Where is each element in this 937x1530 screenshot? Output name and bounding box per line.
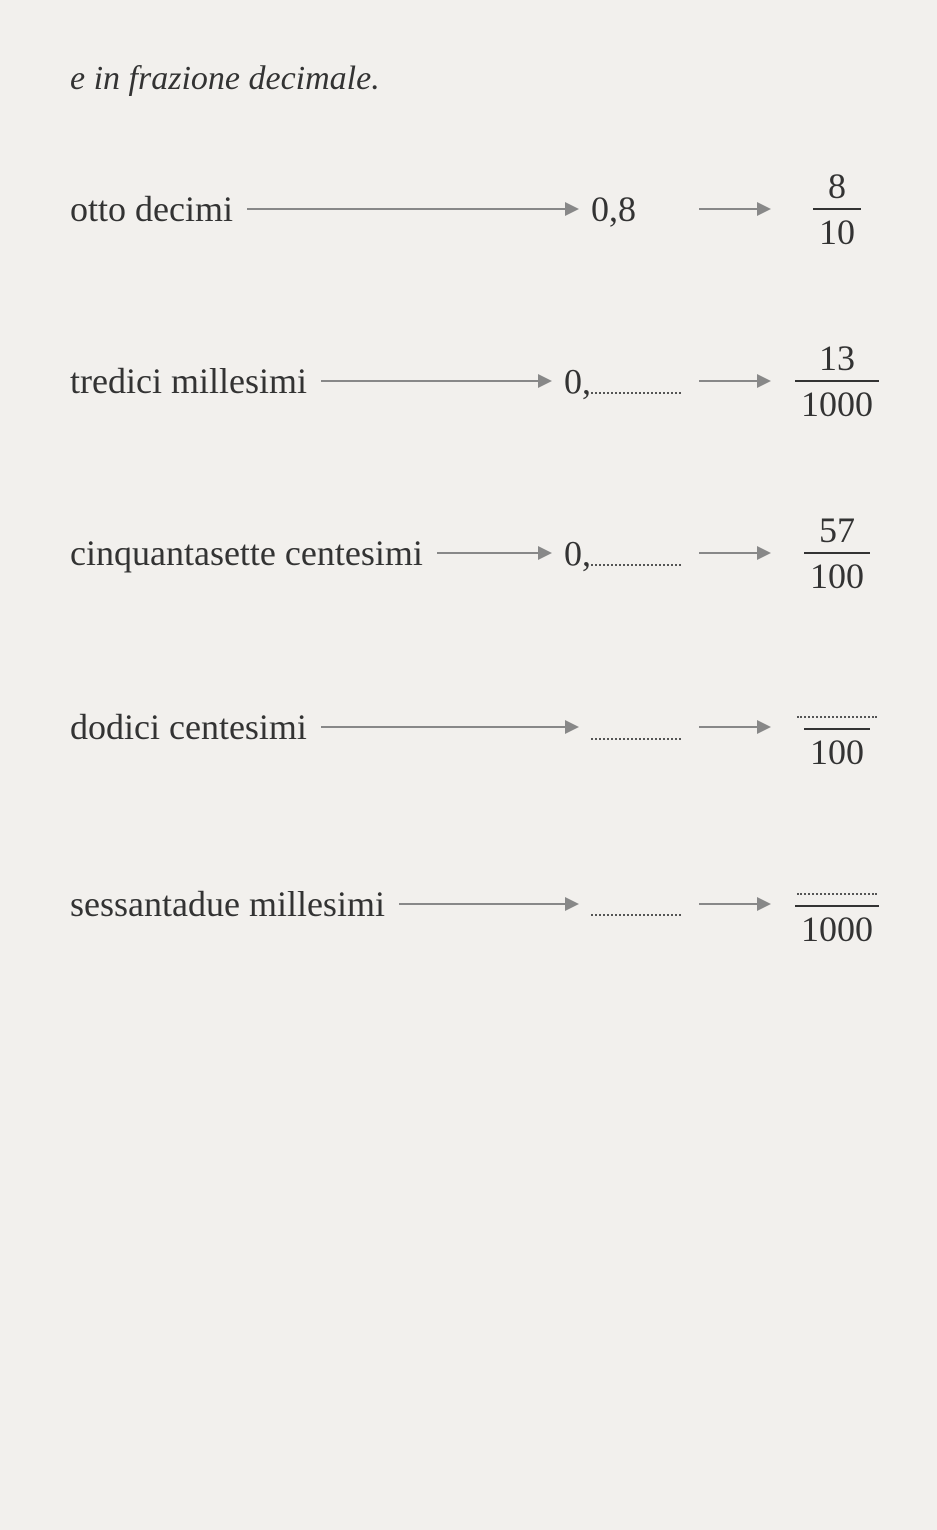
decimal-value: 0,8 (591, 188, 681, 230)
fraction-denominator: 1000 (795, 905, 879, 947)
fraction-denominator: 1000 (795, 380, 879, 422)
arrow-right-icon (321, 380, 550, 382)
number-word: cinquantasette centesimi (70, 532, 423, 574)
fraction: 810 (787, 168, 887, 250)
decimal-prefix: 0,8 (591, 189, 636, 229)
arrow-right-icon (437, 552, 550, 554)
fraction-numerator (791, 684, 883, 728)
arrow-right-icon (699, 208, 769, 210)
number-word: dodici centesimi (70, 706, 307, 748)
number-word: sessantadue millesimi (70, 883, 385, 925)
fraction: 131000 (787, 340, 887, 422)
arrow-right-icon (699, 903, 769, 905)
decimal-value (591, 882, 681, 925)
arrow-right-icon (247, 208, 577, 210)
fill-in-blank[interactable] (591, 706, 681, 740)
section-heading: e in frazione decimale. (70, 60, 887, 98)
fraction-numerator: 57 (813, 512, 861, 552)
decimal-value: 0, (564, 359, 681, 402)
decimal-prefix: 0, (564, 362, 591, 402)
arrow-right-icon (699, 380, 769, 382)
arrow-right-icon (399, 903, 577, 905)
exercise-row: sessantadue millesimi 1000 (70, 860, 887, 946)
fraction-denominator: 100 (804, 728, 870, 770)
fraction-numerator (791, 860, 883, 904)
decimal-prefix: 0, (564, 534, 591, 574)
fill-in-blank[interactable] (591, 531, 681, 565)
exercise-row: otto decimi 0,8 810 (70, 168, 887, 250)
fill-in-blank[interactable] (591, 359, 681, 393)
fraction-denominator: 10 (813, 208, 861, 250)
fill-in-blank[interactable] (797, 860, 877, 894)
decimal-value (591, 706, 681, 749)
fraction: 100 (787, 684, 887, 770)
fraction: 57100 (787, 512, 887, 594)
arrow-right-icon (699, 552, 769, 554)
fraction: 1000 (787, 860, 887, 946)
fill-in-blank[interactable] (797, 684, 877, 718)
arrow-right-icon (699, 726, 769, 728)
decimal-value: 0, (564, 531, 681, 574)
exercise-row: tredici millesimi 0, 131000 (70, 340, 887, 422)
number-word: otto decimi (70, 188, 233, 230)
number-word: tredici millesimi (70, 360, 307, 402)
fraction-denominator: 100 (804, 552, 870, 594)
worksheet-page: e in frazione decimale. otto decimi0,881… (0, 0, 937, 1087)
fill-in-blank[interactable] (591, 882, 681, 916)
exercise-row: dodici centesimi 100 (70, 684, 887, 770)
exercise-row: cinquantasette centesimi 0, 57100 (70, 512, 887, 594)
fraction-numerator: 13 (813, 340, 861, 380)
arrow-right-icon (321, 726, 577, 728)
fraction-numerator: 8 (822, 168, 852, 208)
exercise-rows: otto decimi0,8810tredici millesimi0,1310… (70, 168, 887, 947)
